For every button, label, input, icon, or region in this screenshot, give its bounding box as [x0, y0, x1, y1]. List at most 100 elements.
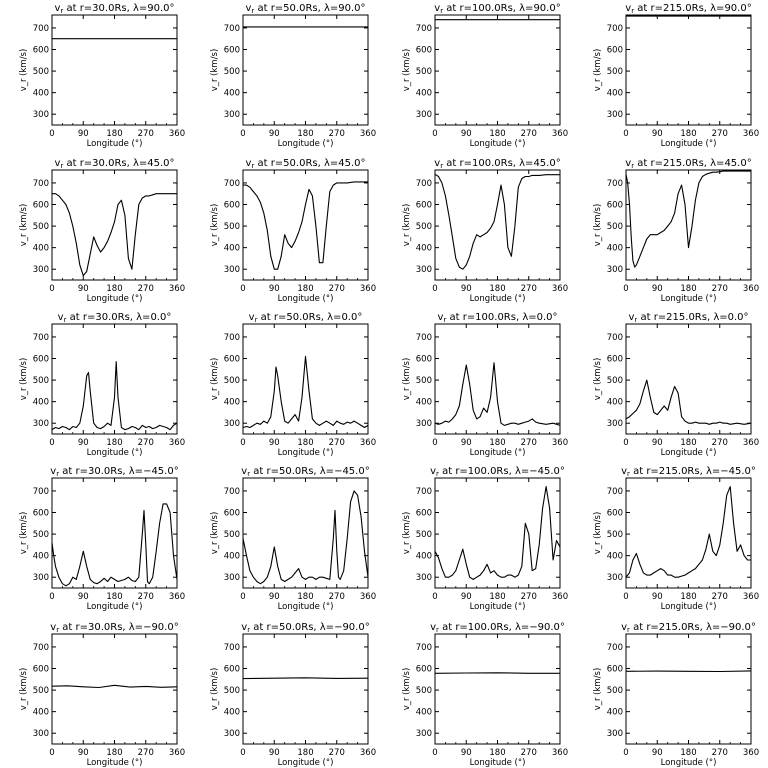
x-tick-label: 360: [360, 129, 376, 139]
y-tick-label: 600: [607, 665, 623, 675]
y-tick-label: 400: [224, 89, 240, 99]
chart-panel-17: vr at r=30.0Rs, λ=−90.0° 0 90 180 270 360 300 4…: [19, 622, 185, 768]
x-tick-label: 270: [521, 592, 537, 602]
plot-frame: [51, 633, 178, 745]
x-tick-label: 270: [712, 129, 728, 139]
x-tick-label: 270: [521, 748, 537, 758]
x-tick-label: 180: [297, 592, 313, 602]
y-tick-label: 400: [607, 552, 623, 562]
x-tick-label: 0: [432, 748, 437, 758]
y-tick-label: 500: [416, 530, 432, 540]
x-tick-label: 360: [743, 592, 759, 602]
series-line: [51, 503, 178, 587]
y-axis-label: v_r (km/s): [210, 204, 220, 247]
x-tick-label: 90: [269, 438, 280, 448]
y-tick-label: 700: [607, 333, 623, 343]
x-tick-label: 270: [329, 748, 345, 758]
x-tick-label: 180: [106, 129, 122, 139]
x-tick-label: 360: [360, 284, 376, 294]
x-tick-label: 180: [680, 592, 696, 602]
y-tick-label: 600: [416, 201, 432, 211]
y-axis-label: v_r (km/s): [210, 512, 220, 555]
chart-title: vr at r=30.0Rs, λ=45.0°: [54, 158, 174, 170]
x-axis-label: Longitude (°): [470, 758, 526, 768]
x-tick-label: 180: [297, 748, 313, 758]
x-tick-label: 90: [461, 438, 472, 448]
y-tick-label: 400: [33, 552, 49, 562]
chart-panel-19: vr at r=100.0Rs, λ=−90.0° 0 90 180 270 360 300…: [402, 622, 568, 768]
y-tick-label: 600: [416, 509, 432, 519]
y-tick-label: 600: [224, 201, 240, 211]
x-tick-label: 0: [240, 438, 245, 448]
x-tick-label: 0: [49, 748, 54, 758]
y-axis-label: v_r (km/s): [593, 204, 603, 247]
y-tick-label: 300: [416, 729, 432, 739]
x-tick-label: 0: [240, 284, 245, 294]
chart-title: vr at r=100.0Rs, λ=−45.0°: [430, 466, 565, 478]
y-tick-label: 700: [224, 643, 240, 653]
y-tick-label: 700: [224, 333, 240, 343]
x-tick-label: 90: [652, 284, 663, 294]
y-tick-label: 700: [607, 643, 623, 653]
x-tick-label: 180: [680, 284, 696, 294]
y-axis-label: v_r (km/s): [210, 49, 220, 92]
plot-frame: [625, 14, 752, 126]
plot-frame: [242, 169, 369, 281]
x-tick-label: 90: [269, 129, 280, 139]
x-axis-label: Longitude (°): [661, 758, 717, 768]
y-tick-label: 400: [607, 708, 623, 718]
x-axis-label: Longitude (°): [470, 448, 526, 458]
y-tick-label: 700: [224, 179, 240, 189]
x-tick-label: 180: [489, 748, 505, 758]
y-tick-label: 600: [33, 355, 49, 365]
x-tick-label: 0: [623, 748, 628, 758]
y-tick-label: 600: [33, 46, 49, 56]
plot-frame: [625, 633, 752, 745]
y-tick-label: 300: [607, 110, 623, 120]
y-tick-label: 500: [607, 530, 623, 540]
y-tick-label: 500: [224, 67, 240, 77]
y-tick-label: 300: [33, 573, 49, 583]
x-tick-label: 0: [240, 592, 245, 602]
series-line: [434, 173, 560, 270]
x-tick-label: 0: [623, 284, 628, 294]
x-axis-label: Longitude (°): [661, 448, 717, 458]
plot-frame: [625, 169, 752, 281]
y-tick-label: 500: [33, 67, 49, 77]
x-tick-label: 270: [712, 284, 728, 294]
y-tick-label: 500: [33, 686, 49, 696]
chart-title: vr at r=50.0Rs, λ=90.0°: [245, 3, 365, 15]
series-line: [242, 677, 369, 680]
x-axis-label: Longitude (°): [278, 602, 334, 612]
plot-frame: [434, 14, 561, 126]
x-tick-label: 360: [743, 284, 759, 294]
x-tick-label: 270: [712, 592, 728, 602]
y-tick-label: 700: [33, 24, 49, 34]
chart-title: vr at r=50.0Rs, λ=0.0°: [249, 312, 363, 324]
y-tick-label: 700: [33, 487, 49, 497]
chart-title: vr at r=50.0Rs, λ=45.0°: [245, 158, 365, 170]
series-line: [51, 684, 178, 689]
y-tick-label: 300: [224, 729, 240, 739]
y-tick-label: 300: [33, 265, 49, 275]
series-line: [242, 355, 369, 429]
y-tick-label: 400: [416, 89, 432, 99]
y-tick-label: 500: [416, 222, 432, 232]
plot-frame: [242, 323, 369, 435]
y-tick-label: 300: [224, 265, 240, 275]
y-tick-label: 400: [416, 552, 432, 562]
y-tick-label: 500: [224, 530, 240, 540]
chart-title: vr at r=100.0Rs, λ=90.0°: [434, 3, 560, 15]
series-line: [625, 379, 752, 425]
x-tick-label: 90: [78, 592, 89, 602]
x-tick-label: 360: [552, 284, 568, 294]
y-tick-label: 400: [607, 398, 623, 408]
x-tick-label: 180: [106, 284, 122, 294]
x-tick-label: 0: [432, 592, 437, 602]
plot-frame: [242, 633, 369, 745]
y-tick-label: 300: [607, 729, 623, 739]
x-tick-label: 270: [712, 438, 728, 448]
x-axis-label: Longitude (°): [278, 758, 334, 768]
y-tick-label: 700: [416, 24, 432, 34]
y-tick-label: 300: [33, 729, 49, 739]
